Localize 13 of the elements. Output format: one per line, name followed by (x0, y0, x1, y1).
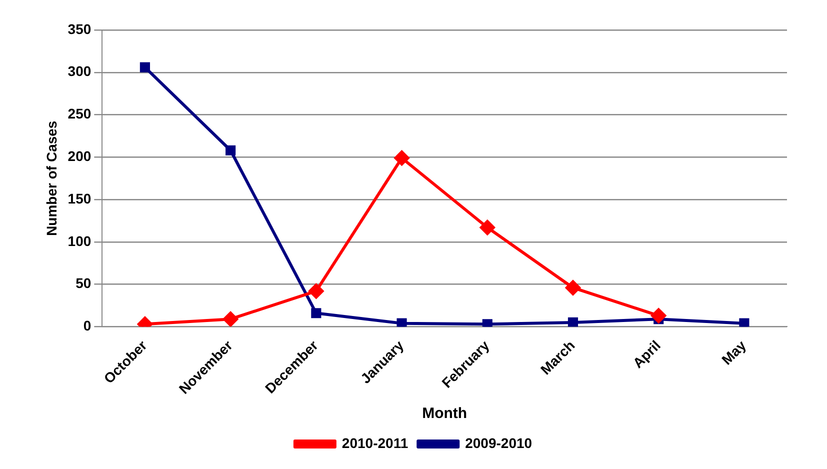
legend-label: 2010-2011 (342, 434, 408, 451)
y-tick-label: 50 (76, 275, 92, 292)
legend-label: 2009-2010 (465, 434, 532, 451)
y-axis-title: Number of Cases (43, 120, 60, 236)
y-tick-label: 100 (68, 232, 92, 249)
y-tick-label: 350 (68, 20, 92, 37)
x-tick-label: May (718, 337, 750, 368)
y-tick-label: 300 (68, 63, 92, 80)
y-tick-label: 250 (68, 106, 92, 122)
y-tick-label: 150 (68, 190, 92, 206)
y-tick-label: 200 (68, 148, 92, 164)
y-tick-label: 0 (83, 318, 92, 334)
x-axis-title: Month (422, 405, 468, 422)
